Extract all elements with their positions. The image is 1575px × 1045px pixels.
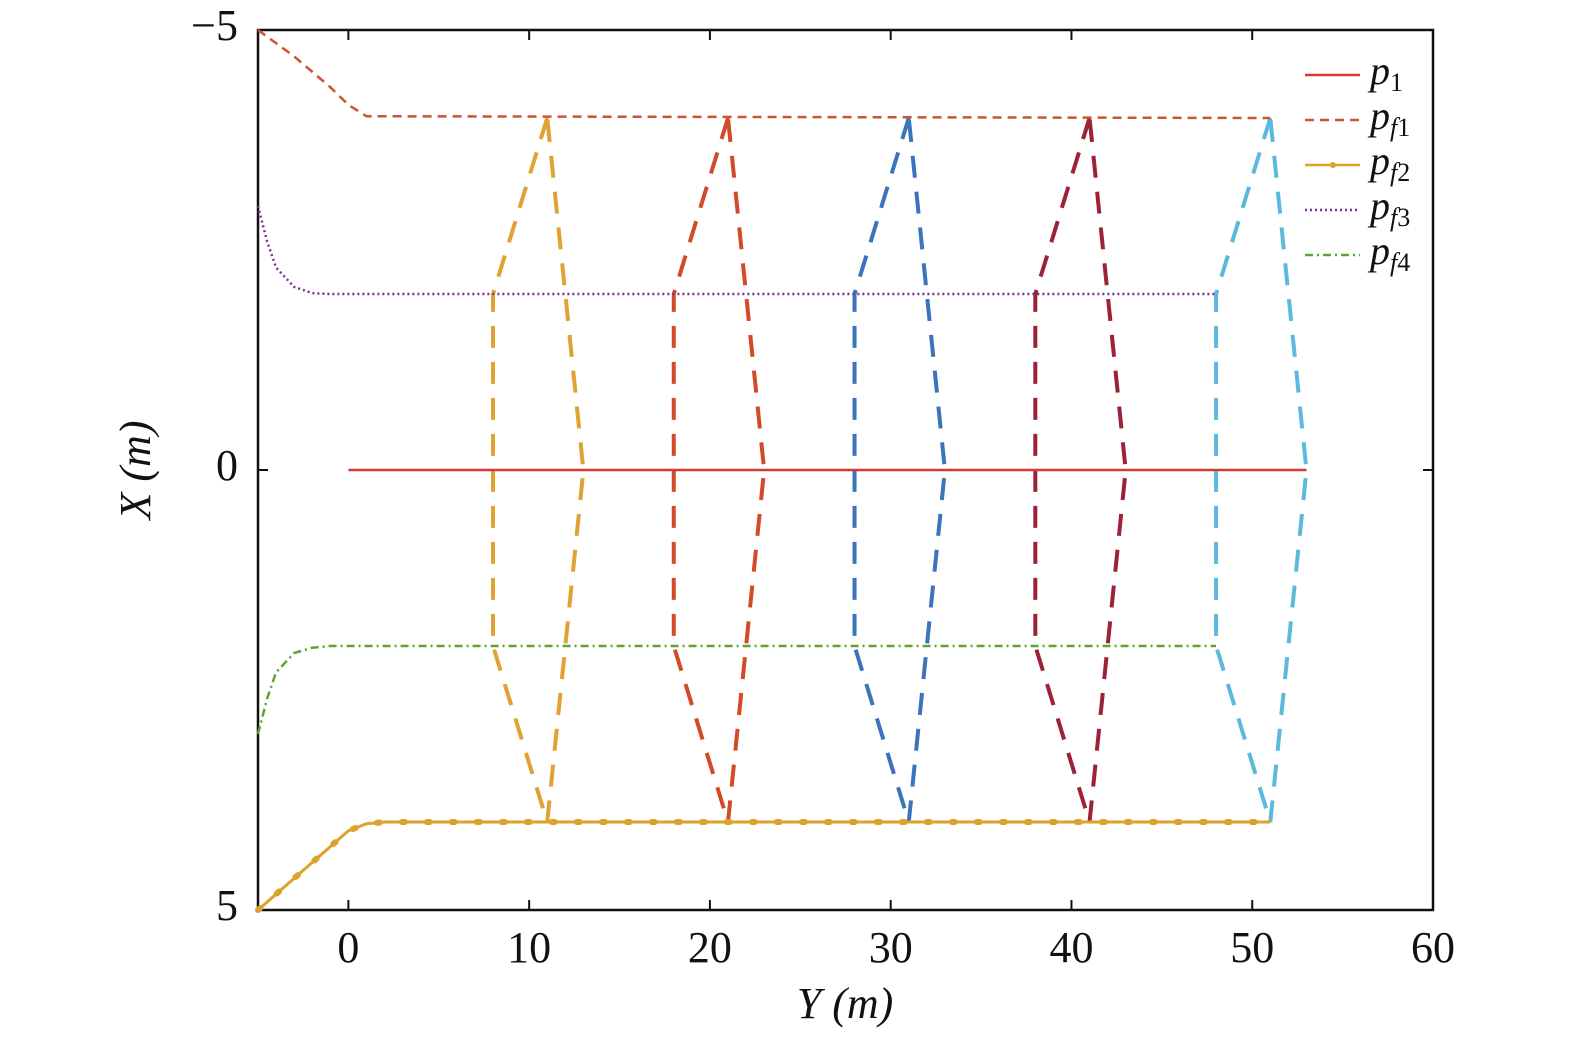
y-tick-label: −5 — [191, 1, 238, 50]
x-tick-label: 40 — [1049, 923, 1093, 972]
x-tick-label: 10 — [507, 923, 551, 972]
legend-label: pf3 — [1367, 183, 1410, 232]
y-tick-label: 0 — [216, 441, 238, 490]
legend-dot — [1330, 162, 1336, 168]
formation-outline — [1033, 117, 1128, 823]
legend-label: p1 — [1367, 48, 1403, 97]
x-tick-label: 30 — [869, 923, 913, 972]
series-line — [256, 644, 1217, 735]
legend-label: pf4 — [1367, 228, 1410, 277]
x-tick-label: 50 — [1230, 923, 1274, 972]
y-axis-label: X (m) — [111, 421, 160, 522]
formation-outline — [1214, 117, 1309, 823]
formation-outline — [671, 117, 767, 823]
formation-outline — [491, 117, 586, 823]
series-line — [256, 205, 1217, 296]
x-tick-label: 20 — [688, 923, 732, 972]
x-axis-label: Y (m) — [797, 979, 894, 1028]
series-line — [257, 28, 1271, 120]
legend-label: pf2 — [1367, 138, 1410, 187]
x-tick-label: 0 — [337, 923, 359, 972]
legend-label: pf1 — [1367, 93, 1410, 142]
y-tick-label: 5 — [216, 881, 238, 930]
series-dot-overlay — [255, 819, 1274, 913]
x-tick-label: 60 — [1411, 923, 1455, 972]
formation-outline — [852, 117, 947, 823]
series-line — [257, 820, 1271, 912]
